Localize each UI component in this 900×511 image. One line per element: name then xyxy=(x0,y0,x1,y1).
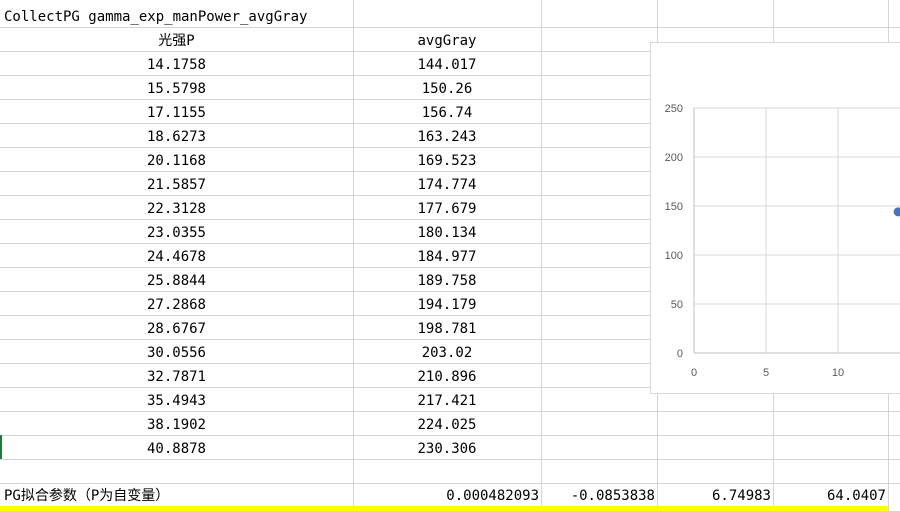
column-divider xyxy=(541,0,542,511)
row-divider xyxy=(0,267,900,268)
x-tick-label: 0 xyxy=(691,367,697,379)
x-tick-label: 5 xyxy=(763,367,769,379)
y-tick-label: 100 xyxy=(665,250,683,262)
cell-avggray[interactable]: 203.02 xyxy=(421,345,473,361)
column-divider xyxy=(353,0,354,511)
header-cell-power[interactable]: 光强P xyxy=(158,33,195,49)
row-divider xyxy=(0,483,900,484)
fit-value-cell[interactable]: 64.0407 xyxy=(826,488,886,504)
cell-avggray[interactable]: 184.977 xyxy=(417,249,477,265)
row-divider xyxy=(0,435,900,436)
cell-avggray[interactable]: 144.017 xyxy=(417,57,477,73)
row-divider xyxy=(0,459,900,460)
row-divider xyxy=(0,219,900,220)
cell-power[interactable]: 23.0355 xyxy=(146,225,206,241)
row-divider xyxy=(0,27,900,28)
cell-avggray[interactable]: 198.781 xyxy=(417,321,477,337)
row-divider xyxy=(0,291,900,292)
sheet-title-cell[interactable]: CollectPG gamma_exp_manPower_avgGray xyxy=(4,9,308,25)
cell-power[interactable]: 40.8878 xyxy=(146,441,206,457)
scatter-chart-panel[interactable]: 0 50 100 150 200 250 0 5 10 xyxy=(650,42,900,394)
cell-power[interactable]: 17.1155 xyxy=(146,105,206,121)
cell-power[interactable]: 35.4943 xyxy=(146,393,206,409)
row-divider xyxy=(0,75,900,76)
cell-power[interactable]: 15.5798 xyxy=(146,81,206,97)
y-tick-label: 250 xyxy=(665,103,683,115)
cell-avggray[interactable]: 177.679 xyxy=(417,201,477,217)
y-tick-label: 0 xyxy=(677,348,683,360)
cell-avggray[interactable]: 163.243 xyxy=(417,129,477,145)
cell-power[interactable]: 14.1758 xyxy=(146,57,206,73)
cell-power[interactable]: 20.1168 xyxy=(146,153,206,169)
cell-avggray[interactable]: 169.523 xyxy=(417,153,477,169)
row-divider xyxy=(0,363,900,364)
x-tick-label: 10 xyxy=(832,367,844,379)
cell-power[interactable]: 21.5857 xyxy=(146,177,206,193)
cell-power[interactable]: 24.4678 xyxy=(146,249,206,265)
row-divider xyxy=(0,123,900,124)
cell-power[interactable]: 28.6767 xyxy=(146,321,206,337)
cell-power[interactable]: 25.8844 xyxy=(146,273,206,289)
cell-power[interactable]: 22.3128 xyxy=(146,201,206,217)
row-divider xyxy=(0,387,900,388)
cell-avggray[interactable]: 217.421 xyxy=(417,393,477,409)
row-divider xyxy=(0,339,900,340)
fit-value-cell[interactable]: -0.0853838 xyxy=(570,488,655,504)
y-tick-label: 200 xyxy=(665,152,683,164)
fit-value-cell[interactable]: 0.000482093 xyxy=(446,488,539,504)
fit-label-cell[interactable]: PG拟合参数（P为自变量） xyxy=(4,488,170,504)
row-divider xyxy=(0,99,900,100)
cell-avggray[interactable]: 230.306 xyxy=(417,441,477,457)
row-divider xyxy=(0,411,900,412)
row-divider xyxy=(0,147,900,148)
row-divider xyxy=(0,195,900,196)
row-divider xyxy=(0,171,900,172)
header-cell-avggray[interactable]: avgGray xyxy=(417,33,477,49)
cell-power[interactable]: 27.2868 xyxy=(146,297,206,313)
row-divider xyxy=(0,51,900,52)
row-divider xyxy=(0,243,900,244)
y-tick-label: 150 xyxy=(665,201,683,213)
active-row-indicator xyxy=(0,435,2,459)
data-point[interactable] xyxy=(893,207,900,217)
fit-value-cell[interactable]: 6.74983 xyxy=(711,488,771,504)
cell-power[interactable]: 18.6273 xyxy=(146,129,206,145)
cell-avggray[interactable]: 194.179 xyxy=(417,297,477,313)
cell-power[interactable]: 30.0556 xyxy=(146,345,206,361)
y-tick-label: 50 xyxy=(671,299,683,311)
cell-power[interactable]: 32.7871 xyxy=(146,369,206,385)
cell-avggray[interactable]: 189.758 xyxy=(417,273,477,289)
cell-avggray[interactable]: 224.025 xyxy=(417,417,477,433)
selection-highlight-bar xyxy=(0,506,888,511)
cell-avggray[interactable]: 210.896 xyxy=(417,369,477,385)
cell-avggray[interactable]: 150.26 xyxy=(421,81,473,97)
cell-avggray[interactable]: 180.134 xyxy=(417,225,477,241)
row-divider xyxy=(0,315,900,316)
scatter-chart: 0 50 100 150 200 250 0 5 10 xyxy=(665,103,900,379)
cell-power[interactable]: 38.1902 xyxy=(146,417,206,433)
cell-avggray[interactable]: 156.74 xyxy=(421,105,473,121)
cell-avggray[interactable]: 174.774 xyxy=(417,177,477,193)
